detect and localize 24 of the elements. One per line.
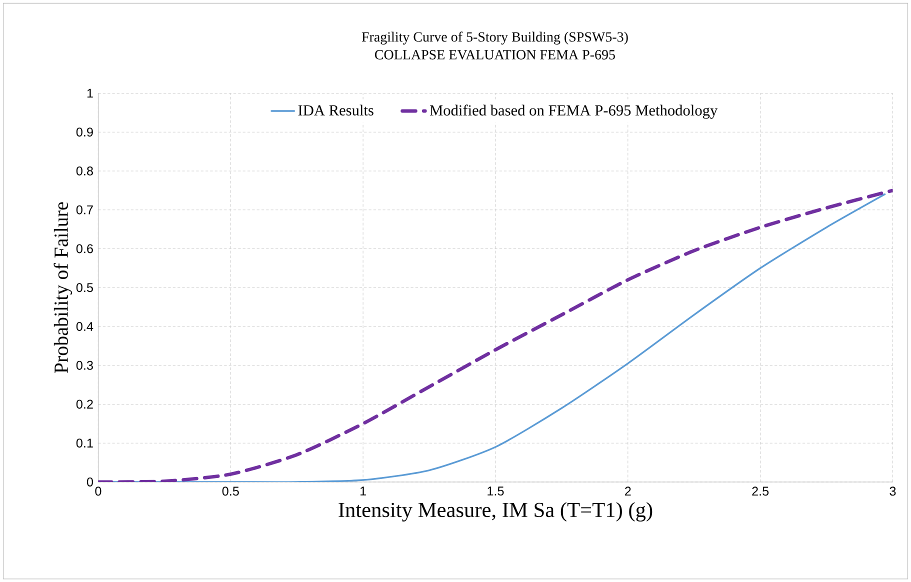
legend-label: Modified based on FEMA P-695 Methodology — [430, 104, 718, 119]
chart-subtitle: COLLAPSE EVALUATION FEMA P-695 — [374, 50, 615, 60]
x-tick-label: 3 — [890, 486, 896, 496]
y-tick-label: 0.9 — [76, 128, 93, 136]
chart-title: Fragility Curve of 5-Story Building (SPSW5-3) — [362, 32, 628, 44]
y-tick-label: 0 — [86, 477, 94, 486]
y-tick-label: 0.6 — [76, 244, 93, 254]
y-tick-label: 0.8 — [76, 166, 93, 176]
x-tick-label: 0 — [95, 486, 102, 496]
x-tick-label: 1 — [360, 486, 366, 496]
y-tick-label: 0.4 — [76, 322, 94, 331]
y-tick-label: 0.5 — [76, 283, 93, 292]
x-tick-label: 0.5 — [222, 486, 239, 496]
x-axis-title: Intensity Measure, IM Sa (T=T1) (g) — [338, 502, 652, 522]
y-tick-label: 1 — [87, 88, 93, 98]
x-tick-label: 2.5 — [752, 486, 769, 496]
x-tick-label: 2 — [625, 486, 631, 496]
y-tick-label: 0.1 — [76, 438, 93, 448]
y-tick-label: 0.3 — [76, 360, 93, 370]
x-tick-label: 1.5 — [488, 486, 504, 496]
y-tick-label: 0.2 — [76, 400, 93, 409]
legend-label: IDA Results — [298, 104, 374, 116]
y-tick-label: 0.7 — [76, 205, 93, 214]
y-axis-title: Probability of Failure — [54, 202, 72, 373]
